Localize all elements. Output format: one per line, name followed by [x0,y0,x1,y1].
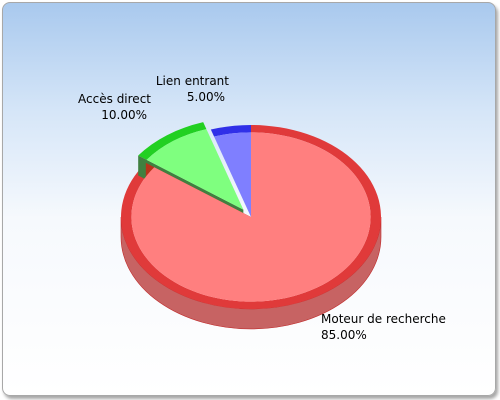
slice-lien-entrant [214,132,251,217]
label-acces-direct: Accès direct [78,92,151,106]
chart-frame: Moteur de recherche 85.00% Accès direct 10.… [2,2,496,396]
slice-acces-direct [146,129,244,210]
pie-chart: Moteur de recherche 85.00% Accès direct 10.… [78,74,446,342]
value-label-lien-entrant: 5.00% [187,90,225,104]
slice-rim-acces-direct [138,122,207,160]
label-moteur-de-recherche: Moteur de recherche [321,312,446,326]
slice-rim-lien-entrant [210,125,251,137]
label-lien-entrant: Lien entrant [156,74,229,88]
value-label-moteur-de-recherche: 85.00% [321,328,367,342]
value-label-acces-direct: 10.00% [101,108,147,122]
